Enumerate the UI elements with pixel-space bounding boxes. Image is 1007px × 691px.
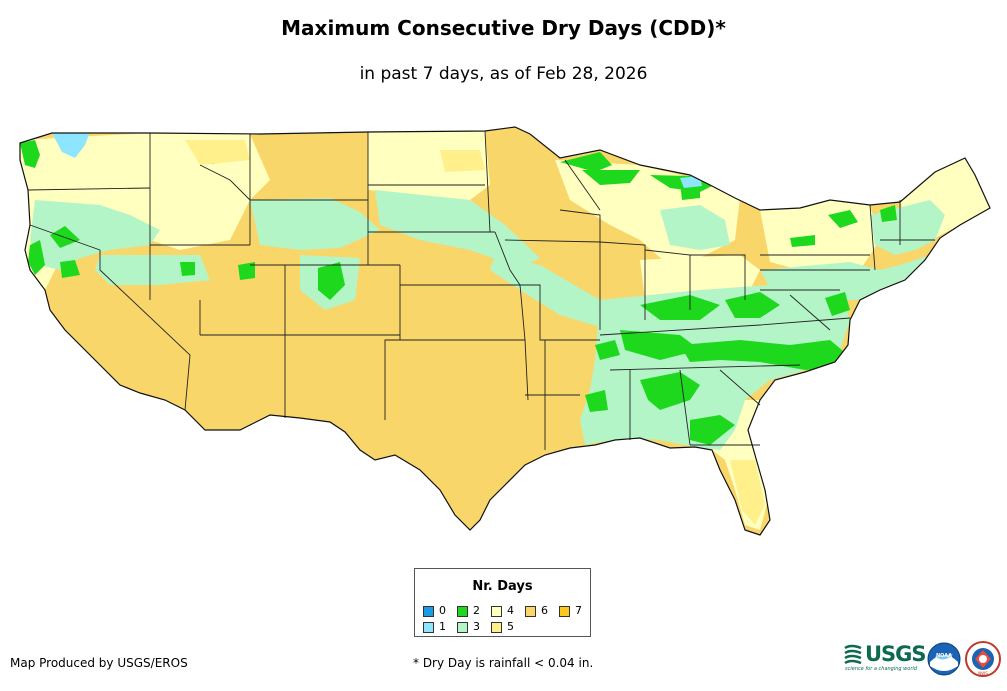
dry-day-note: * Dry Day is rainfall < 0.04 in. [413, 656, 594, 670]
legend-item-0: 0 [423, 605, 446, 617]
legend-item-7: 7 [559, 605, 582, 617]
usgs-wave-icon [844, 644, 862, 665]
usgs-logo: USGS [865, 642, 927, 666]
legend-swatch [491, 621, 502, 633]
noaa-logo-icon: NOAA [927, 642, 961, 676]
legend-swatch [423, 621, 434, 633]
nws-logo-text: NWS [978, 671, 988, 676]
map-subtitle: in past 7 days, as of Feb 28, 2026 [359, 64, 648, 84]
region-1-day [52, 132, 702, 188]
legend-label: 4 [507, 604, 514, 617]
legend-label: 1 [439, 620, 446, 633]
map-title: Maximum Consecutive Dry Days (CDD)* [281, 16, 726, 40]
usgs-tagline: science for a changing world [845, 666, 917, 672]
legend-label: 3 [473, 620, 480, 633]
legend-label: 6 [541, 604, 548, 617]
legend-item-6: 6 [525, 605, 548, 617]
state-borders [27, 130, 935, 450]
legend-title: Nr. Days [472, 579, 533, 594]
noaa-logo-text: NOAA [936, 653, 952, 659]
agency-logos: USGS science for a changing world NOAA N… [843, 640, 1003, 680]
legend-item-4: 4 [491, 605, 514, 617]
legend-item-1: 1 [423, 621, 446, 633]
legend-item-2: 2 [457, 605, 480, 617]
map-credit: Map Produced by USGS/EROS [10, 656, 188, 670]
legend-swatch [457, 605, 468, 617]
legend-label: 7 [575, 604, 582, 617]
nws-logo-icon: NWS [965, 641, 1001, 677]
legend-label: 2 [473, 604, 480, 617]
legend-label: 0 [439, 604, 446, 617]
legend-swatch [525, 605, 536, 617]
legend: Nr. Days 0 1 2 3 4 5 6 7 [414, 568, 591, 637]
region-2-days [20, 140, 897, 445]
legend-item-5: 5 [491, 621, 514, 633]
legend-item-3: 3 [457, 621, 480, 633]
legend-swatch [559, 605, 570, 617]
legend-label: 5 [507, 620, 514, 633]
legend-swatch [457, 621, 468, 633]
legend-swatch [491, 605, 502, 617]
legend-swatch [423, 605, 434, 617]
